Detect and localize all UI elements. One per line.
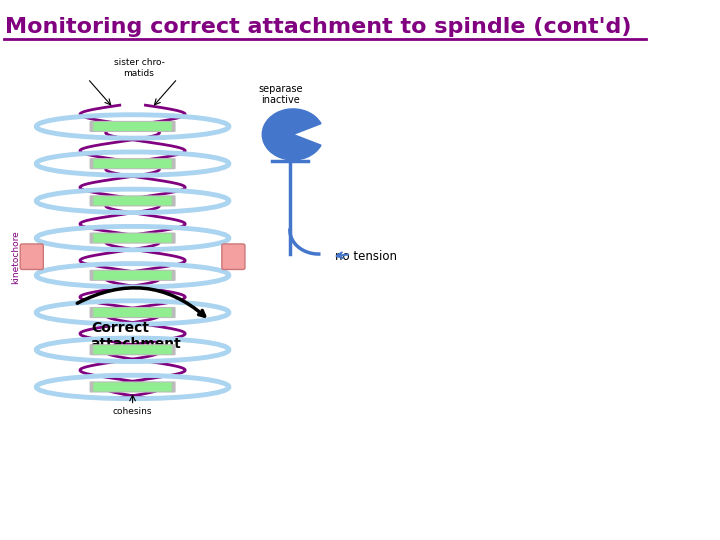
- Text: cohesins: cohesins: [113, 407, 153, 416]
- FancyBboxPatch shape: [94, 308, 172, 317]
- Text: sister chro-
matids: sister chro- matids: [114, 58, 164, 78]
- Wedge shape: [262, 109, 321, 160]
- FancyBboxPatch shape: [94, 271, 172, 280]
- Text: Correct
attachment: Correct attachment: [91, 321, 181, 350]
- FancyBboxPatch shape: [222, 244, 245, 269]
- FancyBboxPatch shape: [89, 233, 176, 244]
- FancyBboxPatch shape: [89, 158, 176, 169]
- FancyBboxPatch shape: [94, 382, 172, 392]
- FancyBboxPatch shape: [89, 270, 176, 281]
- FancyBboxPatch shape: [94, 122, 172, 131]
- FancyBboxPatch shape: [89, 121, 176, 132]
- Text: Monitoring correct attachment to spindle (cont'd): Monitoring correct attachment to spindle…: [6, 17, 632, 37]
- FancyBboxPatch shape: [89, 344, 176, 355]
- FancyBboxPatch shape: [94, 197, 172, 205]
- Text: separase
inactive: separase inactive: [258, 84, 302, 105]
- FancyBboxPatch shape: [94, 234, 172, 242]
- FancyBboxPatch shape: [94, 159, 172, 168]
- Text: kinetochore: kinetochore: [12, 230, 20, 284]
- FancyBboxPatch shape: [89, 307, 176, 318]
- FancyBboxPatch shape: [20, 244, 43, 269]
- FancyBboxPatch shape: [89, 195, 176, 206]
- FancyBboxPatch shape: [94, 345, 172, 354]
- FancyBboxPatch shape: [89, 381, 176, 393]
- Text: no tension: no tension: [335, 250, 397, 263]
